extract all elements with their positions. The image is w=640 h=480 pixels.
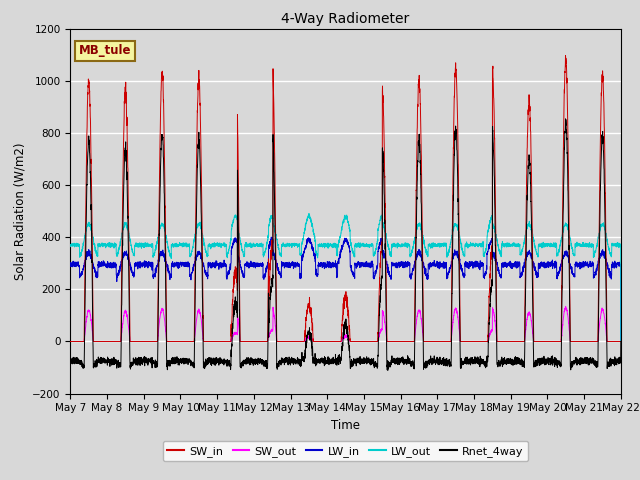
Legend: SW_in, SW_out, LW_in, LW_out, Rnet_4way: SW_in, SW_out, LW_in, LW_out, Rnet_4way xyxy=(163,441,528,461)
Title: 4-Way Radiometer: 4-Way Radiometer xyxy=(282,12,410,26)
X-axis label: Time: Time xyxy=(331,419,360,432)
Y-axis label: Solar Radiation (W/m2): Solar Radiation (W/m2) xyxy=(13,143,27,280)
Text: MB_tule: MB_tule xyxy=(79,44,131,57)
